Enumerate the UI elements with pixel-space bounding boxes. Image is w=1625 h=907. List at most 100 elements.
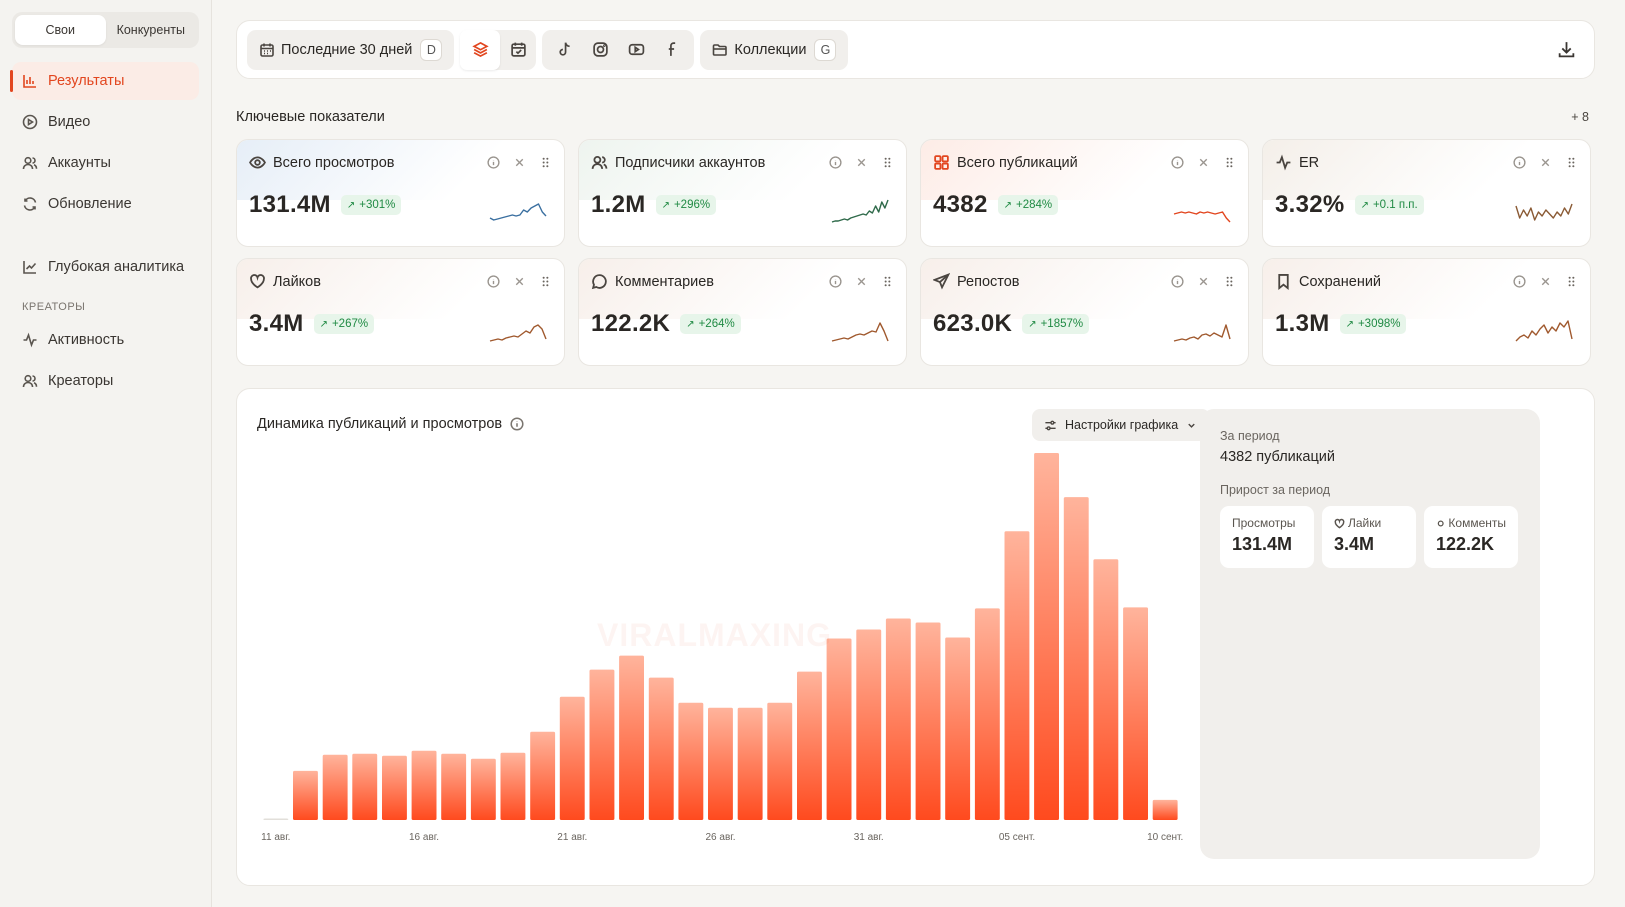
drag-handle-icon[interactable] bbox=[1565, 156, 1578, 169]
chart-bar[interactable] bbox=[352, 753, 378, 820]
sidebar-item-video[interactable]: Видео bbox=[12, 103, 199, 141]
sidebar-item-activity[interactable]: Активность bbox=[12, 321, 199, 359]
drag-handle-icon[interactable] bbox=[1565, 275, 1578, 288]
users-icon bbox=[591, 155, 608, 169]
tiktok-filter-button[interactable] bbox=[546, 34, 582, 66]
sidebar-item-label: Обновление bbox=[48, 196, 132, 212]
collections-button[interactable]: Коллекции G bbox=[704, 34, 844, 66]
collections-label: Коллекции bbox=[734, 41, 807, 58]
chart-bar[interactable] bbox=[797, 671, 822, 820]
sidebar: Свои Конкуренты Результаты Видео Аккаунт… bbox=[0, 0, 212, 907]
info-icon[interactable] bbox=[1171, 275, 1184, 288]
close-icon[interactable] bbox=[513, 156, 526, 169]
kpi-card-comments[interactable]: Комментариев 122.2K ↗ +264% bbox=[578, 258, 907, 366]
chart-bar[interactable] bbox=[826, 638, 852, 821]
chart-bar[interactable] bbox=[856, 629, 882, 821]
chart-title: Динамика публикаций и просмотров bbox=[257, 416, 524, 432]
info-icon[interactable] bbox=[1513, 156, 1526, 169]
kpi-card-saves[interactable]: Сохранений 1.3M ↗ +3098% bbox=[1262, 258, 1591, 366]
instagram-filter-button[interactable] bbox=[582, 34, 618, 66]
drag-handle-icon[interactable] bbox=[881, 275, 894, 288]
chart-bar[interactable] bbox=[708, 707, 733, 820]
close-icon[interactable] bbox=[1197, 156, 1210, 169]
chart-bar[interactable] bbox=[915, 622, 941, 821]
chart-bar[interactable] bbox=[411, 750, 437, 820]
close-icon[interactable] bbox=[1539, 156, 1552, 169]
chart-bar[interactable] bbox=[322, 754, 348, 820]
sidebar-item-update[interactable]: Обновление bbox=[12, 185, 199, 223]
download-icon bbox=[1558, 42, 1574, 58]
close-icon[interactable] bbox=[513, 275, 526, 288]
drag-handle-icon[interactable] bbox=[1223, 156, 1236, 169]
sidebar-item-accounts[interactable]: Аккаунты bbox=[12, 144, 199, 182]
chart-bar[interactable] bbox=[1152, 799, 1178, 820]
date-range-button[interactable]: Последние 30 дней D bbox=[251, 34, 450, 66]
chart-bar[interactable] bbox=[470, 758, 496, 820]
growth-stats: Просмотры 131.4M Лайки 3.4M Комменты 122 bbox=[1220, 506, 1520, 568]
sidebar-item-deep-analytics[interactable]: Глубокая аналитика bbox=[12, 248, 199, 286]
facebook-filter-button[interactable] bbox=[654, 34, 690, 66]
add-metric-button[interactable]: + 8 bbox=[1571, 110, 1589, 124]
kpi-card-likes[interactable]: Лайков 3.4M ↗ +267% bbox=[236, 258, 565, 366]
kpi-delta-text: +296% bbox=[673, 199, 711, 211]
chart-bar[interactable] bbox=[500, 752, 526, 820]
chart-bar[interactable] bbox=[767, 702, 793, 820]
drag-handle-icon[interactable] bbox=[881, 156, 894, 169]
kpi-card-subscribers[interactable]: Подписчики аккаунтов 1.2M ↗ +296% bbox=[578, 139, 907, 247]
chart-bar[interactable] bbox=[530, 731, 556, 820]
close-icon[interactable] bbox=[1197, 275, 1210, 288]
info-icon[interactable] bbox=[829, 156, 842, 169]
sidebar-item-results[interactable]: Результаты bbox=[10, 62, 199, 100]
chart-bar[interactable] bbox=[737, 707, 763, 820]
chart-bar[interactable] bbox=[382, 755, 407, 820]
watermark-logo: VIRALMAXING bbox=[597, 617, 832, 653]
chart-bar[interactable] bbox=[559, 696, 585, 820]
chart-bar[interactable] bbox=[619, 655, 644, 820]
info-icon[interactable] bbox=[1513, 275, 1526, 288]
drag-handle-icon[interactable] bbox=[539, 275, 552, 288]
kpi-delta-badge: ↗ +264% bbox=[680, 314, 741, 334]
info-icon[interactable] bbox=[1171, 156, 1184, 169]
chart-bar[interactable] bbox=[1034, 453, 1059, 820]
chart-bar[interactable] bbox=[1004, 531, 1030, 820]
close-icon[interactable] bbox=[855, 156, 868, 169]
chart-bar[interactable] bbox=[974, 608, 1000, 820]
kpi-card-publications[interactable]: Всего публикаций 4382 ↗ +284% bbox=[920, 139, 1249, 247]
info-icon[interactable] bbox=[829, 275, 842, 288]
kpi-delta-text: +301% bbox=[359, 199, 396, 211]
eye-icon bbox=[249, 156, 266, 169]
kpi-card-views[interactable]: Всего просмотров 131.4M ↗ +301% bbox=[236, 139, 565, 247]
download-button[interactable] bbox=[1548, 32, 1584, 68]
info-icon[interactable] bbox=[510, 417, 524, 431]
layers-view-button[interactable] bbox=[460, 29, 501, 70]
sidebar-item-creators[interactable]: Креаторы bbox=[12, 362, 199, 400]
arrow-up-right-icon: ↗ bbox=[686, 318, 695, 330]
kpi-delta-text: +3098% bbox=[1357, 318, 1401, 330]
drag-handle-icon[interactable] bbox=[539, 156, 552, 169]
chart-bar[interactable] bbox=[1093, 559, 1119, 820]
chart-bar[interactable] bbox=[589, 669, 615, 820]
youtube-filter-button[interactable] bbox=[618, 34, 654, 66]
close-icon[interactable] bbox=[1539, 275, 1552, 288]
info-icon[interactable] bbox=[487, 275, 500, 288]
close-icon[interactable] bbox=[855, 275, 868, 288]
chart-settings-button[interactable]: Настройки графика bbox=[1032, 409, 1210, 441]
info-icon[interactable] bbox=[487, 156, 500, 169]
kpi-card-er[interactable]: ER 3.32% ↗ +0.1 п.п. bbox=[1262, 139, 1591, 247]
chart-bar[interactable] bbox=[648, 677, 674, 820]
drag-handle-icon[interactable] bbox=[1223, 275, 1236, 288]
chart-bar[interactable] bbox=[678, 702, 704, 820]
sparkline bbox=[1173, 324, 1231, 342]
chart-bar[interactable] bbox=[1123, 607, 1148, 820]
sparkline bbox=[1173, 211, 1231, 223]
chart-bar[interactable] bbox=[885, 618, 911, 821]
scope-own-tab[interactable]: Свои bbox=[15, 15, 106, 45]
chart-bar[interactable] bbox=[441, 753, 467, 820]
chart-bar[interactable] bbox=[1063, 497, 1089, 820]
chart-bar[interactable] bbox=[293, 770, 318, 820]
chart-bar[interactable] bbox=[263, 818, 289, 821]
scope-competitors-tab[interactable]: Конкуренты bbox=[116, 23, 185, 37]
calendar-view-button[interactable] bbox=[500, 34, 536, 66]
kpi-card-reposts[interactable]: Репостов 623.0K ↗ +1857% bbox=[920, 258, 1249, 366]
chart-bar[interactable] bbox=[945, 637, 971, 821]
